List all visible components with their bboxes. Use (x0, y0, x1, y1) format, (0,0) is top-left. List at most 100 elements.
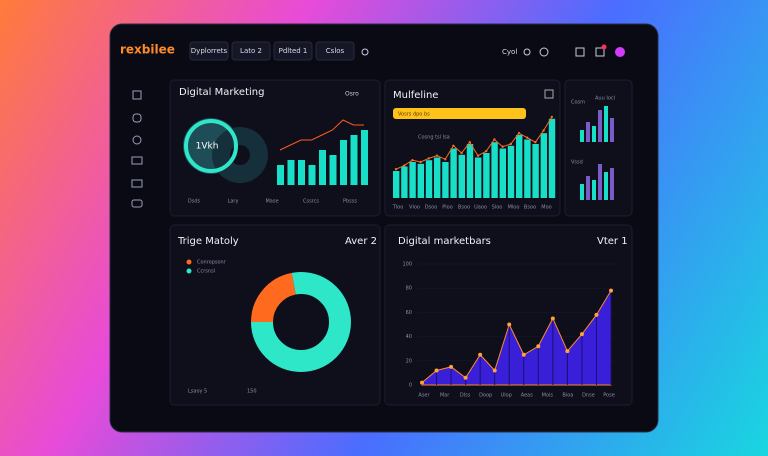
y-tick-label: 80 (406, 286, 412, 292)
icon[interactable] (132, 90, 142, 100)
settings-icon[interactable] (539, 47, 549, 57)
bar (425, 160, 433, 198)
bar (287, 160, 295, 185)
bar (350, 135, 358, 185)
bar (604, 106, 608, 142)
panel-title: Mulfeline (393, 90, 438, 101)
x-label: Pose (603, 393, 615, 399)
icon[interactable] (131, 156, 143, 165)
legend-label: Ccrsnsl (197, 269, 215, 275)
avatar[interactable] (615, 47, 625, 57)
bar (308, 165, 316, 185)
bar (466, 144, 474, 198)
y-tick-label: 100 (402, 262, 412, 268)
nav-button[interactable] (189, 41, 229, 61)
bar (277, 165, 284, 185)
nav-item: Pdlted 1 (279, 47, 308, 55)
panel (564, 79, 633, 217)
menu: Auu Iocl (595, 96, 615, 102)
nav-button[interactable] (273, 41, 313, 61)
trend-line (279, 119, 364, 151)
panel-title: Trige Matoly (177, 236, 239, 247)
point (509, 142, 512, 146)
bar (361, 130, 368, 185)
point (452, 144, 455, 147)
badge (601, 44, 607, 50)
x-label: Moo (541, 205, 551, 211)
x-label: Mois (542, 393, 554, 399)
notify-icon[interactable] (595, 47, 605, 57)
point (468, 141, 471, 144)
x-label: Mloo (508, 205, 520, 211)
icon[interactable] (132, 135, 142, 145)
x-label: Bioa (562, 393, 573, 399)
icon[interactable] (131, 199, 143, 208)
panel (169, 79, 381, 217)
bar (592, 180, 596, 200)
menu: Osro (345, 91, 359, 98)
user-name: Cyol (502, 48, 517, 56)
bar (401, 166, 408, 198)
x-label: Vloo (409, 205, 420, 211)
bar (604, 172, 608, 200)
banner (393, 108, 526, 119)
bar (483, 153, 490, 198)
bar (491, 142, 498, 198)
icon[interactable] (544, 89, 554, 99)
point (463, 375, 468, 380)
x-label: Ploo (442, 205, 453, 211)
panel-title: Digital marketbars (398, 236, 491, 247)
point (478, 352, 483, 357)
x-label: Uaoo (474, 205, 487, 211)
bar (516, 135, 523, 198)
x-label: Dsds (188, 199, 201, 205)
search-icon[interactable] (523, 48, 531, 56)
panel-title: Cosm (571, 100, 585, 106)
point (521, 352, 526, 357)
icon[interactable] (131, 179, 143, 188)
donut-label: 1Vkh (196, 142, 219, 152)
y-tick-label: 0 (409, 383, 412, 389)
bar (450, 148, 457, 198)
bar (340, 140, 347, 185)
nav-button[interactable] (315, 41, 355, 61)
x-label: Lary (228, 199, 239, 205)
bar (409, 162, 416, 198)
point (394, 168, 398, 171)
point (501, 145, 504, 148)
nav-button[interactable] (231, 41, 271, 61)
y-tick-label: 60 (406, 310, 412, 316)
bar (319, 150, 326, 185)
search-icon[interactable] (361, 48, 369, 56)
add-icon[interactable] (575, 47, 585, 57)
point (403, 164, 406, 167)
x-label: Cssrcs (303, 199, 319, 205)
point (449, 364, 454, 369)
point (493, 138, 496, 141)
x-label: Tloo (392, 205, 404, 211)
nav-item: Dyplorrets (191, 47, 228, 55)
point (434, 368, 439, 373)
bar (458, 154, 465, 198)
bar (507, 145, 515, 198)
icon[interactable] (132, 113, 142, 123)
bar (442, 162, 449, 198)
point (536, 344, 541, 349)
point (565, 349, 570, 354)
x-label: Doop (479, 393, 492, 399)
point (526, 136, 529, 139)
footer: 150 (247, 389, 257, 395)
point (476, 154, 480, 157)
nav-item: Cslos (326, 47, 345, 55)
bar (580, 184, 584, 200)
footer: Lsaoy 5 (188, 389, 207, 395)
point (542, 129, 545, 132)
bar (592, 126, 596, 142)
point (507, 322, 512, 327)
bar (298, 160, 305, 185)
note: Cosng tsl lsa (418, 135, 450, 141)
y-tick-label: 20 (406, 358, 412, 364)
point (435, 154, 439, 157)
